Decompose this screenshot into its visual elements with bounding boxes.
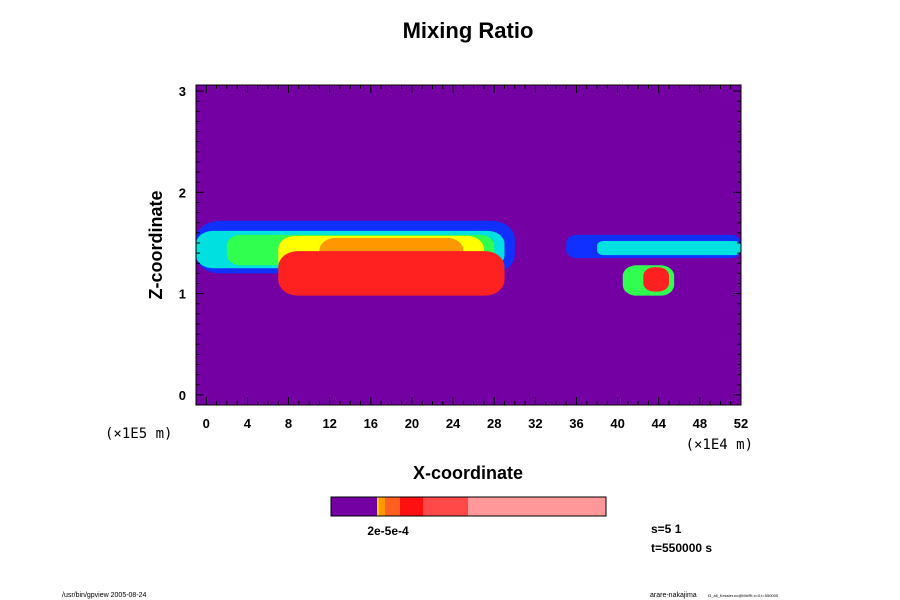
x-tick-label: 0 bbox=[203, 416, 210, 431]
plot-area bbox=[196, 85, 741, 405]
colorbar-segment bbox=[379, 497, 385, 516]
y-tick-label: 3 bbox=[179, 84, 186, 99]
colorbar-frame bbox=[330, 496, 607, 517]
colorbar-segment bbox=[400, 497, 423, 516]
colorbar-segment bbox=[385, 497, 400, 516]
x-tick-label: 20 bbox=[405, 416, 419, 431]
y-tick-label: 1 bbox=[179, 287, 186, 302]
colorbar-segment bbox=[468, 497, 606, 516]
x-tick-label: 16 bbox=[364, 416, 378, 431]
x-axis-label: X-coordinate bbox=[413, 463, 523, 483]
y-axis-ticks: 0 1 2 3 bbox=[179, 84, 741, 406]
footer-command: /usr/bin/gpview 2005-08-24 bbox=[62, 592, 147, 599]
colorbar-label: 2e-5e-4 bbox=[367, 524, 409, 538]
x-tick-label: 24 bbox=[446, 416, 461, 431]
chart-title: Mixing Ratio bbox=[403, 18, 534, 43]
x-tick-label: 4 bbox=[244, 416, 252, 431]
colorbar-segment bbox=[331, 497, 377, 516]
x-tick-label: 48 bbox=[693, 416, 707, 431]
x-tick-label: 32 bbox=[528, 416, 542, 431]
x-tick-label: 36 bbox=[569, 416, 583, 431]
footer-source: t3_all_Kessler.nc@MixRt,x=0,t=550000 bbox=[708, 593, 779, 598]
footer-author: arare-nakajima bbox=[650, 592, 697, 599]
x-tick-label: 40 bbox=[610, 416, 624, 431]
colorbar-segment bbox=[377, 497, 379, 516]
region-red-9 bbox=[643, 267, 670, 292]
s-annotation: s=5 1 bbox=[651, 522, 682, 536]
plot-frame bbox=[195, 84, 742, 406]
y-scale-label: (×1E5 m) bbox=[105, 426, 172, 442]
x-tick-label: 12 bbox=[322, 416, 336, 431]
region-red-5 bbox=[278, 251, 505, 296]
x-tick-label: 44 bbox=[652, 416, 667, 431]
t-annotation: t=550000 s bbox=[651, 541, 712, 555]
region-cyan-7 bbox=[597, 240, 741, 256]
x-scale-label: (×1E4 m) bbox=[686, 437, 753, 453]
y-tick-label: 2 bbox=[179, 185, 186, 200]
colorbar-segment bbox=[423, 497, 468, 516]
x-tick-label: 28 bbox=[487, 416, 501, 431]
colorbar bbox=[330, 496, 607, 517]
x-axis-ticks: 0 4 8 12 16 20 24 28 32 36 40 44 48 52 bbox=[195, 85, 748, 431]
y-tick-label: 0 bbox=[179, 388, 186, 403]
x-tick-label: 8 bbox=[285, 416, 292, 431]
y-axis-label: Z-coordinate bbox=[146, 190, 166, 299]
x-tick-label: 52 bbox=[734, 416, 748, 431]
